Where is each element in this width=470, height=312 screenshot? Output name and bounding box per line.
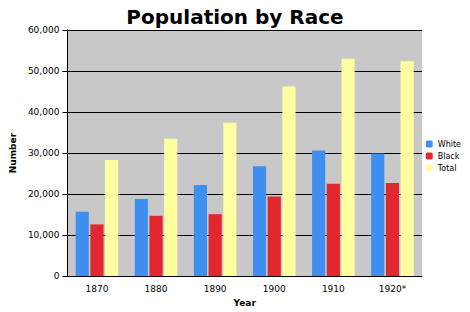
svg-text:Black: Black <box>438 152 460 161</box>
svg-text:40,000: 40,000 <box>28 107 60 117</box>
svg-text:60,000: 60,000 <box>28 25 60 35</box>
svg-text:Year: Year <box>233 298 257 308</box>
svg-text:Number: Number <box>8 132 18 173</box>
svg-text:1920*: 1920* <box>379 284 407 294</box>
svg-text:0: 0 <box>54 271 60 281</box>
svg-text:White: White <box>438 140 461 149</box>
svg-text:Population by Race: Population by Race <box>126 5 343 29</box>
svg-text:1900: 1900 <box>263 284 286 294</box>
svg-text:Total: Total <box>437 164 457 173</box>
svg-text:1910: 1910 <box>322 284 345 294</box>
svg-text:1880: 1880 <box>145 284 168 294</box>
svg-text:10,000: 10,000 <box>28 230 60 240</box>
svg-text:1870: 1870 <box>85 284 108 294</box>
svg-text:50,000: 50,000 <box>28 66 60 76</box>
svg-text:20,000: 20,000 <box>28 189 60 199</box>
svg-text:1890: 1890 <box>204 284 227 294</box>
svg-text:30,000: 30,000 <box>28 148 60 158</box>
